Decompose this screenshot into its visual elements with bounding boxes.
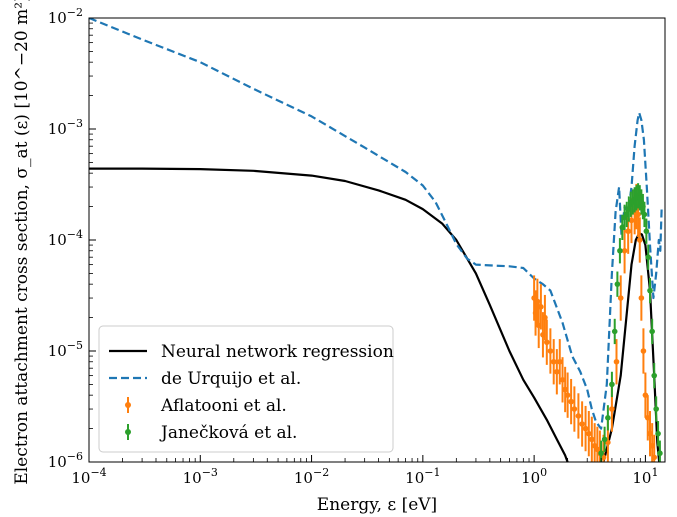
data-point-jane-kov-et-al bbox=[601, 436, 608, 443]
data-point-jane-kov-et-al bbox=[598, 450, 604, 457]
data-point-aflatooni-et-al bbox=[617, 295, 624, 301]
data-point-jane-kov-et-al bbox=[643, 228, 650, 235]
data-point-aflatooni-et-al bbox=[625, 228, 631, 235]
x-tick-label: 10−2 bbox=[294, 466, 329, 487]
data-point-aflatooni-et-al bbox=[538, 304, 544, 310]
y-tick-label: 10−4 bbox=[48, 228, 83, 249]
data-point-aflatooni-et-al bbox=[571, 406, 578, 412]
y-tick-label: 10−3 bbox=[48, 117, 83, 138]
data-point-aflatooni-et-al bbox=[542, 314, 548, 321]
data-point-jane-kov-et-al bbox=[647, 287, 653, 294]
legend-label-neural-network-regression: Neural network regression bbox=[161, 342, 394, 362]
data-point-aflatooni-et-al bbox=[586, 430, 592, 437]
data-point-aflatooni-et-al bbox=[640, 348, 647, 354]
x-axis-label: Energy, ε [eV] bbox=[317, 495, 437, 515]
y-axis-label: Electron attachment cross section, σ_at … bbox=[12, 0, 32, 485]
legend-label-aflatooni-et-al: Aflatooni et al. bbox=[160, 396, 287, 416]
data-point-aflatooni-et-al bbox=[564, 392, 571, 398]
data-point-jane-kov-et-al bbox=[609, 381, 615, 388]
data-point-aflatooni-et-al bbox=[609, 406, 615, 412]
ticks-layer: 10−4 10−3 10−2 10−1 100 101 10−6 10−5 10−4 10−3 10… bbox=[48, 6, 659, 487]
x-tick-label: 101 bbox=[632, 466, 658, 487]
legend-swatch-marker-jane-kov-et-al bbox=[125, 429, 131, 435]
data-point-aflatooni-et-al bbox=[636, 237, 643, 243]
data-point-aflatooni-et-al bbox=[559, 377, 566, 383]
data-point-aflatooni-et-al bbox=[554, 368, 560, 375]
legend-box bbox=[98, 325, 394, 453]
data-point-aflatooni-et-al bbox=[568, 398, 574, 405]
data-point-aflatooni-et-al bbox=[589, 436, 595, 443]
data-point-jane-kov-et-al bbox=[657, 450, 663, 457]
data-point-aflatooni-et-al bbox=[544, 339, 550, 346]
legend-label-de-urquijo-et-al: de Urquijo et al. bbox=[161, 369, 301, 389]
data-point-jane-kov-et-al bbox=[605, 415, 611, 421]
data-point-aflatooni-et-al bbox=[562, 386, 568, 393]
y-tick-label: 10−6 bbox=[48, 450, 83, 471]
x-tick-label: 10−4 bbox=[71, 466, 106, 487]
x-tick-label: 10−3 bbox=[183, 466, 218, 487]
data-point-jane-kov-et-al bbox=[655, 430, 661, 437]
y-tick-label: 10−2 bbox=[48, 6, 83, 27]
x-tick-label: 100 bbox=[521, 466, 547, 487]
data-point-jane-kov-et-al bbox=[645, 254, 652, 260]
data-point-jane-kov-et-al bbox=[651, 372, 658, 379]
data-point-aflatooni-et-al bbox=[628, 217, 635, 224]
series-line-neural-network-regression bbox=[89, 167, 569, 462]
data-point-aflatooni-et-al bbox=[621, 247, 628, 254]
data-point-jane-kov-et-al bbox=[653, 406, 659, 412]
data-point-aflatooni-et-al bbox=[582, 425, 589, 432]
data-point-jane-kov-et-al bbox=[611, 328, 618, 335]
data-point-aflatooni-et-al bbox=[556, 358, 563, 365]
x-tick-label: 10−1 bbox=[405, 466, 440, 487]
data-point-aflatooni-et-al bbox=[651, 454, 658, 461]
data-point-jane-kov-et-al bbox=[649, 328, 655, 335]
legend: Neural network regression de Urquijo et a… bbox=[98, 325, 394, 453]
data-point-aflatooni-et-al bbox=[547, 348, 554, 354]
data-point-aflatooni-et-al bbox=[638, 295, 645, 301]
data-point-aflatooni-et-al bbox=[575, 413, 582, 419]
legend-swatch-marker-aflatooni-et-al bbox=[125, 402, 131, 408]
data-point-aflatooni-et-al bbox=[635, 211, 641, 218]
data-point-aflatooni-et-al bbox=[613, 358, 620, 365]
series-line-de-urquijo-et-al bbox=[89, 18, 663, 430]
data-point-jane-kov-et-al bbox=[617, 247, 623, 254]
data-point-jane-kov-et-al bbox=[614, 281, 621, 287]
legend-label-jane-kov-et-al: Janečková et al. bbox=[159, 423, 297, 443]
y-tick-label: 10−5 bbox=[48, 339, 83, 360]
data-point-aflatooni-et-al bbox=[579, 421, 585, 427]
data-point-jane-kov-et-al bbox=[641, 211, 648, 218]
data-point-aflatooni-et-al bbox=[550, 358, 557, 365]
series-layer bbox=[89, 18, 663, 462]
